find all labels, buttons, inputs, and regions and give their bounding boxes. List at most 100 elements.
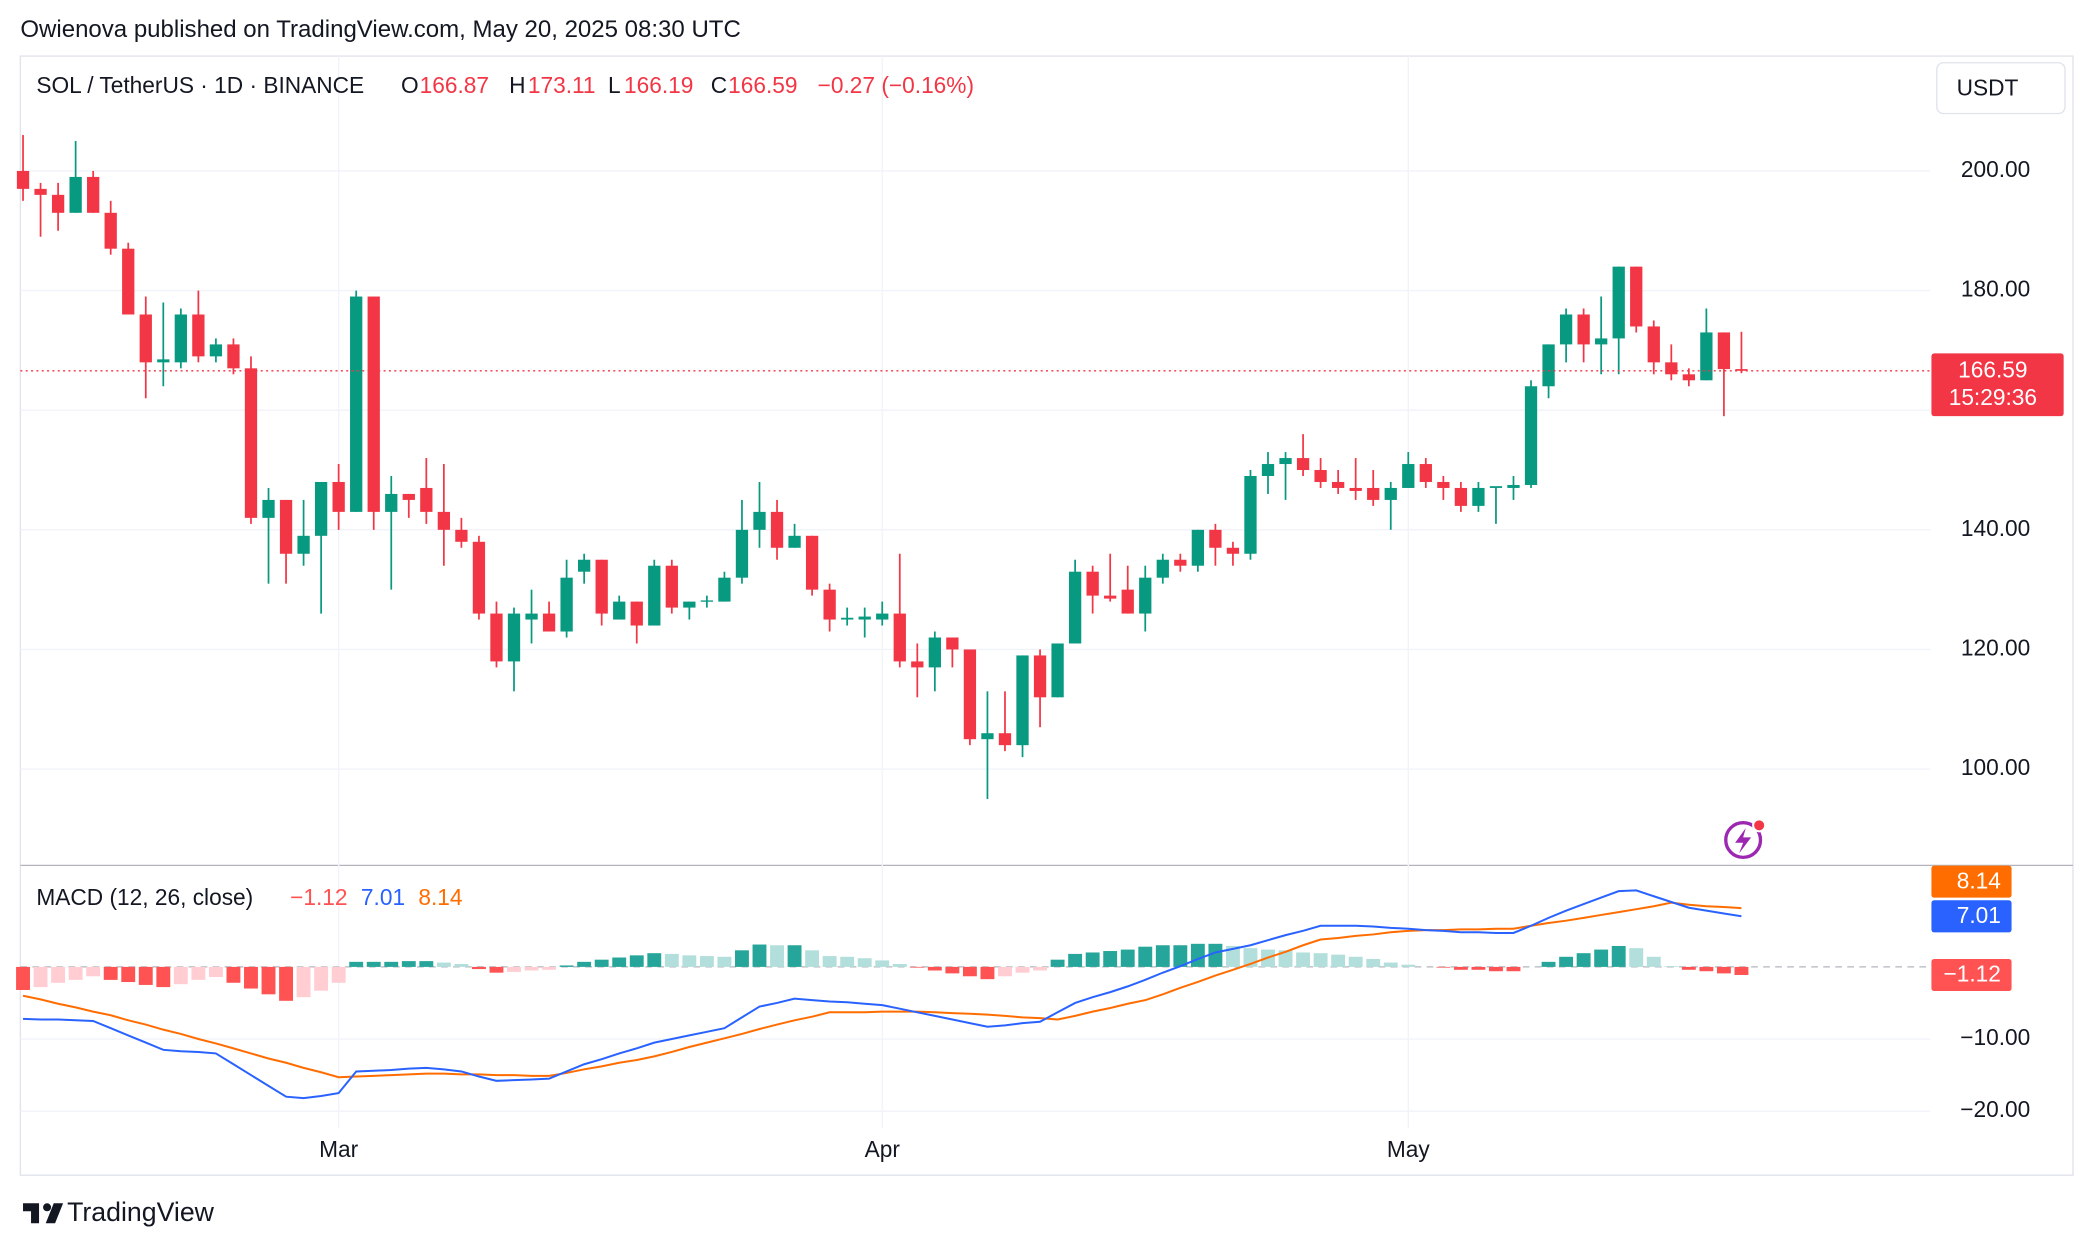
- legend-key: H: [509, 72, 525, 98]
- histogram-bar: [1383, 962, 1398, 967]
- histogram-bar: [138, 966, 153, 985]
- histogram-bar: [1559, 956, 1574, 967]
- histogram-bar: [489, 966, 504, 973]
- histogram-bar: [1506, 966, 1521, 972]
- candle-body: [560, 577, 573, 632]
- histogram-bar: [1366, 958, 1381, 967]
- histogram-bar: [33, 966, 48, 988]
- candle-body: [437, 511, 451, 530]
- candle-body: [683, 601, 696, 608]
- candle-body: [1647, 326, 1660, 363]
- candle-body: [314, 481, 328, 536]
- candle-body: [823, 589, 836, 620]
- candle-body: [1367, 487, 1380, 500]
- candle-body: [402, 493, 415, 500]
- price-label-box: [1931, 353, 2064, 417]
- candle-body: [209, 344, 223, 357]
- candle-body: [1717, 332, 1731, 370]
- histogram-bar: [1190, 943, 1205, 967]
- candle-body: [1086, 571, 1099, 596]
- candle-body: [1489, 486, 1503, 488]
- histogram-bar: [349, 961, 364, 967]
- histogram-bar: [121, 966, 136, 983]
- histogram-bar: [1068, 953, 1083, 967]
- histogram-bar: [629, 955, 644, 967]
- candle-body: [332, 481, 345, 512]
- candle-body: [122, 248, 135, 315]
- candle-body: [770, 511, 784, 548]
- histogram-bar: [1436, 966, 1451, 968]
- candle-body: [1332, 481, 1345, 488]
- histogram-bar: [1015, 966, 1030, 973]
- candle-body: [1139, 577, 1152, 614]
- histogram: [16, 943, 1749, 1001]
- candle-body: [104, 212, 117, 249]
- legend-value: 166.19: [624, 72, 693, 98]
- candle-body: [1542, 344, 1555, 387]
- histogram-bar: [577, 961, 592, 967]
- legend-key: C: [711, 72, 727, 98]
- x-tick-label: May: [1387, 1136, 1431, 1162]
- histogram-bar: [1313, 953, 1328, 967]
- histogram-bar: [1646, 956, 1661, 967]
- candle-body: [1244, 475, 1257, 554]
- histogram-bar: [314, 966, 329, 991]
- candle-body: [911, 661, 924, 668]
- alert-icon: [1724, 818, 1767, 860]
- candle-body: [1068, 571, 1082, 644]
- price-label: 166.59: [1958, 356, 2027, 382]
- histogram-bar: [682, 955, 697, 967]
- histogram-bar: [1576, 953, 1591, 967]
- candle-body: [350, 296, 363, 512]
- histogram-bar: [910, 966, 925, 968]
- candle-body: [735, 529, 749, 578]
- histogram-bar: [507, 966, 521, 972]
- histogram-bar: [436, 962, 451, 967]
- candle-body: [893, 613, 906, 662]
- histogram-bar: [261, 966, 276, 995]
- histogram-bar: [16, 966, 30, 990]
- histogram-bar: [1348, 956, 1363, 967]
- currency: USDT: [1957, 74, 2019, 100]
- candle-body: [788, 535, 801, 548]
- histogram-bar: [103, 966, 118, 980]
- candle-body: [192, 314, 205, 357]
- histogram-bar: [1278, 950, 1293, 967]
- logo-mark: [23, 1203, 64, 1224]
- candle-body: [1682, 374, 1695, 381]
- candle-body: [227, 344, 240, 369]
- candle-body: [157, 359, 170, 363]
- histogram-bar: [735, 950, 749, 967]
- candle-body: [648, 565, 661, 626]
- y-tick-label: 140.00: [1961, 515, 2030, 541]
- histogram-bar: [962, 966, 977, 977]
- candle-body: [367, 296, 380, 512]
- legend-macd: 7.01: [361, 884, 405, 910]
- macd-label-box: [1931, 900, 2012, 933]
- histogram-bar: [1296, 952, 1311, 967]
- candle-body: [1735, 369, 1748, 371]
- y-tick-label: −10.00: [1960, 1024, 2030, 1050]
- histogram-bar: [1033, 966, 1047, 971]
- candle-body: [385, 493, 398, 512]
- histogram-bar: [787, 945, 802, 967]
- histogram-bar: [1138, 946, 1153, 967]
- histogram-bar: [1681, 966, 1696, 970]
- candle-body: [1437, 481, 1450, 488]
- histogram-bar: [805, 950, 820, 967]
- candle-body: [700, 600, 714, 602]
- candle-body: [1384, 487, 1397, 500]
- candle-body: [1454, 487, 1468, 506]
- histogram-bar: [1734, 966, 1749, 975]
- y-tick-label: −20.00: [1960, 1096, 2030, 1122]
- histogram-bar: [1155, 945, 1170, 967]
- histogram-bar: [822, 956, 837, 967]
- histogram-bar: [1050, 959, 1065, 967]
- candle-body: [1296, 458, 1310, 471]
- candle-body: [1419, 464, 1432, 482]
- histogram-bar: [1629, 948, 1644, 967]
- candle-body: [1402, 464, 1415, 488]
- histogram-bar: [840, 956, 855, 967]
- histogram-bar: [1541, 961, 1556, 967]
